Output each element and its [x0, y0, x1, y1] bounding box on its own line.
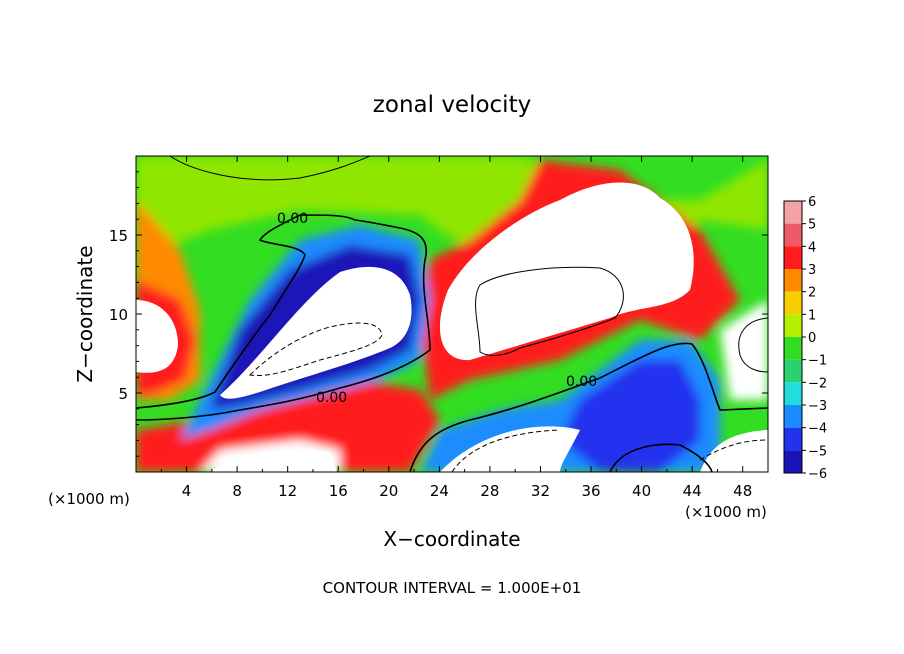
x-axis-label: X−coordinate — [383, 527, 520, 551]
y-tick-label: 15 — [109, 227, 128, 245]
x-tick-label: 44 — [683, 482, 702, 500]
colorbar-label: −6 — [808, 467, 827, 482]
contour-label-1: 0.00 — [277, 211, 308, 227]
white-core-right — [439, 182, 694, 361]
colorbar-label: −4 — [808, 422, 827, 437]
white-core-left-edge — [136, 300, 178, 373]
white-core-left — [220, 266, 412, 399]
colorbar-swatch — [784, 382, 802, 405]
field-band-lower-red — [136, 380, 440, 472]
colorbar-swatch — [784, 269, 802, 292]
x-axis: 4 8 12 16 20 24 28 32 36 40 44 48 — [160, 156, 752, 500]
contour-dashed-bottom — [451, 429, 768, 472]
y-tick-label: 5 — [118, 385, 128, 403]
zero-contour-bottom — [609, 443, 713, 472]
plot-area: 0.00 0.00 0.00 — [136, 156, 768, 472]
colorbar-swatch — [784, 314, 802, 337]
x-tick-label: 40 — [632, 482, 651, 500]
zero-contour-lower — [409, 342, 768, 472]
contour-dashed-inner — [248, 322, 383, 377]
y-axis: 5 10 15 — [109, 171, 768, 457]
colorbar-label: 2 — [808, 286, 816, 301]
contour-interval-note: CONTOUR INTERVAL = 1.000E+01 — [323, 579, 582, 597]
colorbar-label: 5 — [808, 218, 816, 233]
colorbar: 6 5 4 3 2 1 0 −1 −2 −3 −4 −5 −6 — [783, 195, 827, 482]
x-tick-label: 36 — [581, 482, 600, 500]
x-tick-label: 12 — [278, 482, 297, 500]
colorbar-label: 3 — [808, 263, 816, 278]
chart-title: zonal velocity — [373, 92, 531, 118]
colorbar-label: 4 — [808, 240, 816, 255]
y-tick-label: 10 — [109, 306, 128, 324]
x-tick-label: 32 — [531, 482, 550, 500]
colorbar-swatch — [784, 359, 802, 383]
colorbar-swatch — [784, 246, 802, 269]
x-tick-label: 24 — [430, 482, 449, 500]
colorbar-label: 6 — [808, 195, 816, 210]
x-tick-label: 28 — [480, 482, 499, 500]
x-tick-label: 4 — [182, 482, 192, 500]
colorbar-swatch — [784, 337, 802, 360]
contour-thin-edge — [738, 317, 768, 373]
x-unit-left: (×1000 m) — [48, 490, 130, 508]
x-tick-label: 20 — [379, 482, 398, 500]
contour-thin-right — [475, 266, 624, 356]
colorbar-label: −2 — [808, 376, 827, 391]
white-core-bottom — [440, 426, 580, 472]
y-axis-label: Z−coordinate — [73, 245, 97, 382]
x-tick-label: 16 — [329, 482, 348, 500]
colorbar-swatch — [784, 427, 802, 451]
x-tick-label: 8 — [232, 482, 242, 500]
x-tick-label: 48 — [733, 482, 752, 500]
colorbar-label: −1 — [808, 354, 827, 369]
x-unit-right: (×1000 m) — [685, 503, 767, 521]
contour-label-3: 0.00 — [566, 374, 597, 390]
colorbar-label: −5 — [808, 444, 827, 459]
white-core-bottom-right — [700, 430, 768, 472]
colorbar-swatch — [784, 291, 802, 315]
colorbar-swatch — [784, 223, 802, 247]
contour-label-2: 0.00 — [316, 390, 347, 406]
colorbar-swatch — [784, 405, 802, 428]
colorbar-label: −3 — [808, 399, 827, 414]
colorbar-swatch — [784, 201, 802, 224]
colorbar-label: 0 — [808, 331, 816, 346]
zero-contour-upper — [136, 214, 431, 421]
contour-thin-top — [169, 156, 371, 181]
colorbar-swatch — [784, 450, 802, 473]
white-core-bottom-left — [210, 449, 336, 472]
colorbar-label: 1 — [808, 308, 816, 323]
field-band-right-white — [720, 300, 768, 400]
